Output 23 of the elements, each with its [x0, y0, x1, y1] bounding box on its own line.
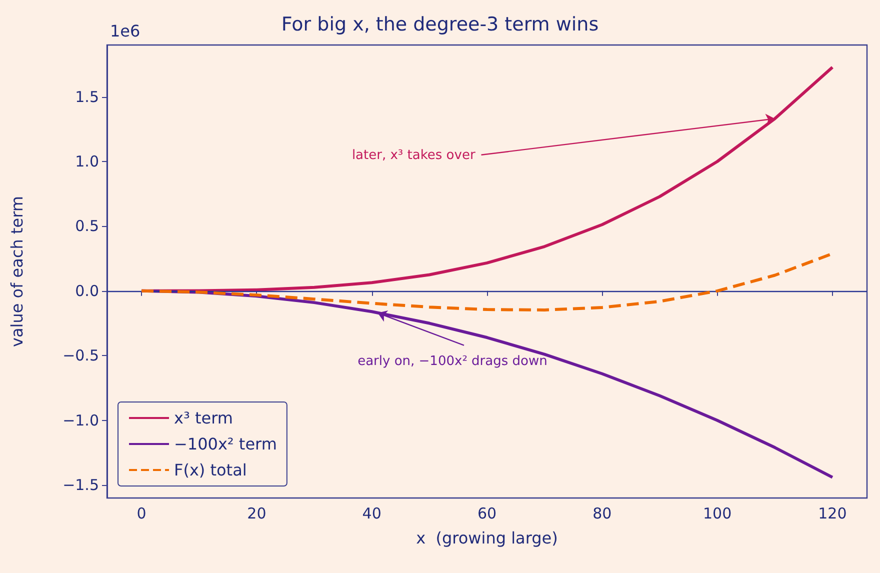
x-tick-label: 100 — [702, 504, 732, 522]
y-tick-label: −1.5 — [62, 476, 99, 494]
x-tick-label: 60 — [477, 504, 497, 522]
y-tick-label: 0.5 — [75, 217, 99, 236]
y-tick-label: −0.5 — [62, 346, 99, 365]
text: 1e6 — [110, 22, 140, 40]
legend-label: −100x² term — [174, 434, 277, 454]
y-tick-label: 0.0 — [75, 282, 99, 300]
y-tick-label: −1.0 — [62, 411, 99, 430]
annotation: later, x³ takes over — [352, 148, 476, 164]
x-tick-label: 120 — [818, 504, 847, 522]
chart-title: For big x, the degree-3 term wins — [281, 14, 599, 36]
x-tick-label: 80 — [592, 504, 612, 522]
y-tick-label: 1.0 — [75, 152, 99, 170]
annotation: early on, −100x² drags down — [358, 354, 548, 369]
x-tick-label: 20 — [247, 504, 266, 522]
legend-label: x³ term — [174, 408, 233, 428]
x-axis-title: x (growing large) — [416, 528, 558, 548]
legend-label: F(x) total — [174, 460, 247, 480]
y-axis-title: value of each term — [8, 196, 26, 347]
x-tick-label: 0 — [136, 504, 146, 522]
y-tick-label: 1.5 — [75, 88, 99, 106]
x-tick-label: 40 — [362, 504, 382, 522]
